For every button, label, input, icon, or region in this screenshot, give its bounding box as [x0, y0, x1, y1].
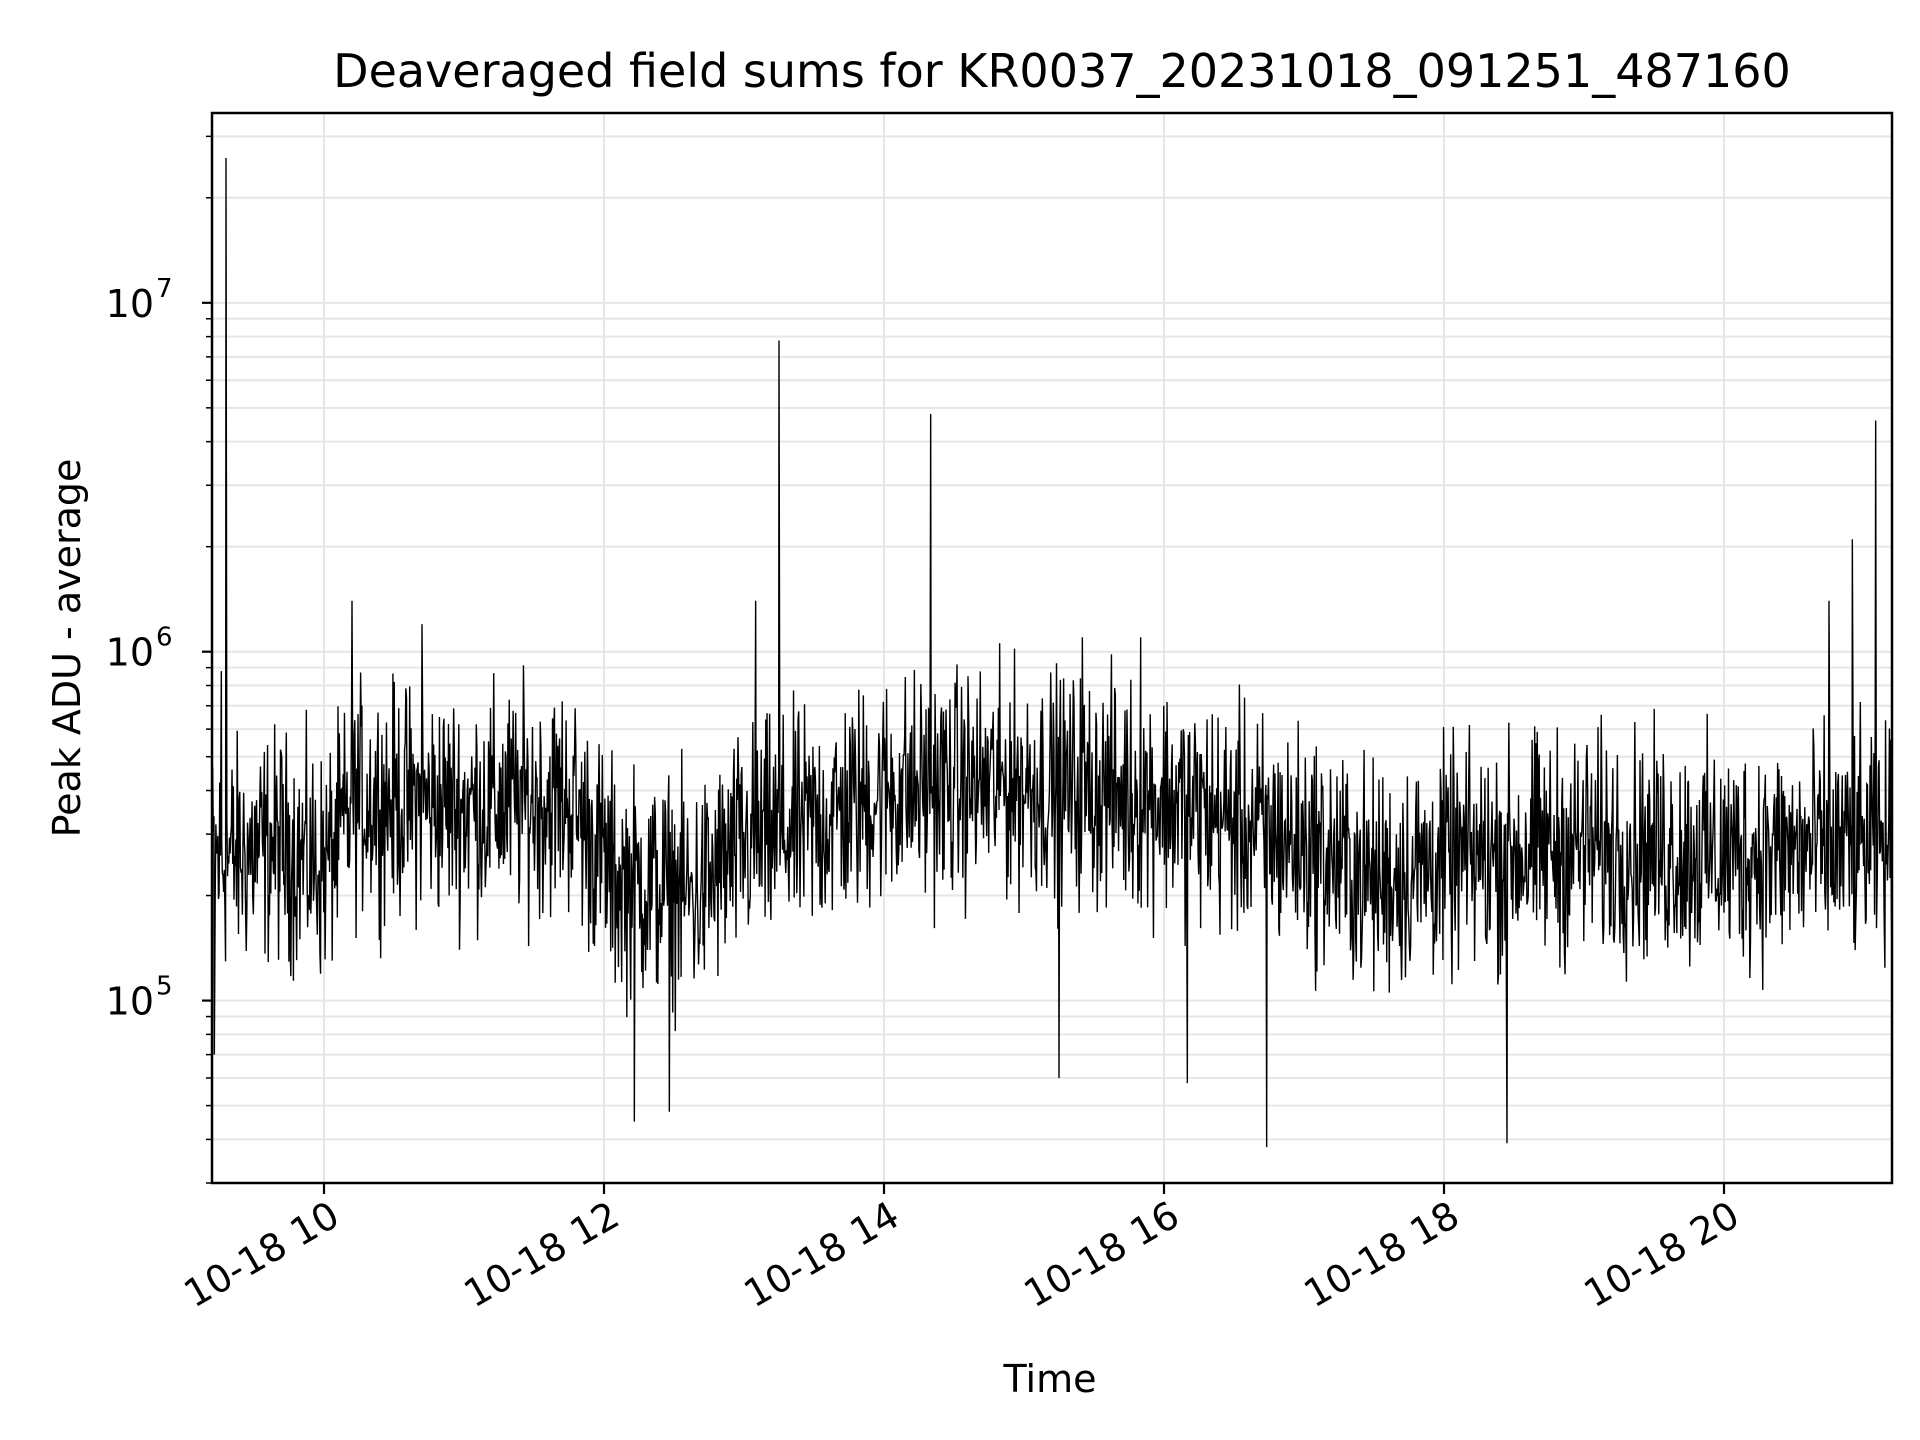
plot-frame	[210, 111, 1894, 1185]
y-tick-exponent: 6	[156, 623, 173, 653]
y-tick-label: 10	[106, 631, 154, 675]
chart-title: Deaveraged field sums for KR0037_2023101…	[333, 44, 1791, 98]
y-axis-label: Peak ADU - average	[45, 459, 89, 838]
x-axis-label: Time	[1003, 1357, 1097, 1401]
y-tick-exponent: 7	[156, 274, 173, 304]
series	[211, 158, 1893, 1148]
y-tick-label: 10	[106, 282, 154, 326]
y-tick-label: 10	[106, 980, 154, 1024]
series-line	[211, 158, 1893, 1148]
y-tick-exponent: 5	[156, 972, 173, 1002]
